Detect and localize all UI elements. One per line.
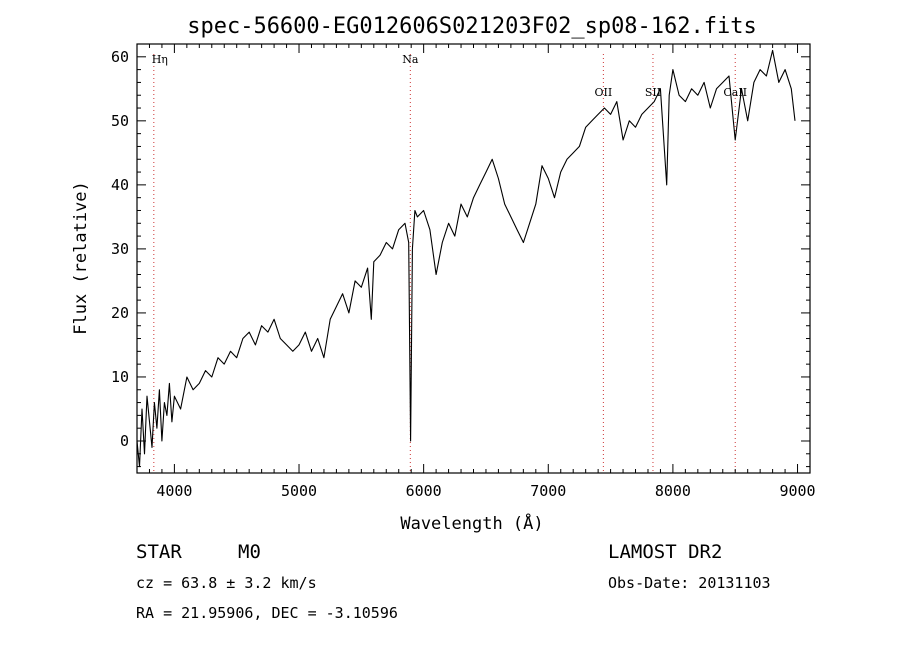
chart-title: spec-56600-EG012606S021203F02_sp08-162.f…: [187, 14, 757, 39]
y-tick-label: 10: [111, 368, 129, 386]
y-tick-label: 50: [111, 112, 129, 130]
y-tick-label: 0: [120, 432, 129, 450]
x-tick-label: 5000: [281, 482, 317, 500]
y-tick-label: 20: [111, 304, 129, 322]
y-axis-label: Flux (relative): [71, 181, 91, 335]
y-tick-label: 40: [111, 176, 129, 194]
x-axis: 4000 5000 6000 7000 8000 9000: [148, 44, 816, 500]
spectral-line-label: OII: [595, 86, 613, 99]
object-subclass: M0: [238, 541, 261, 563]
spectrum-series-line: [136, 49, 796, 468]
spectrum-line: [136, 49, 796, 468]
spectral-line-label: Hη: [152, 53, 168, 66]
redshift-text: cz = 63.8 ± 3.2 km/s: [136, 574, 317, 592]
coordinates-text: RA = 21.95906, DEC = -3.10596: [136, 604, 398, 622]
spectral-line-label: Na: [402, 53, 419, 66]
y-tick-label: 60: [111, 48, 129, 66]
spectrum-chart: spec-56600-EG012606S021203F02_sp08-162.f…: [71, 14, 816, 534]
plot-frame: [136, 43, 811, 474]
x-tick-label: 9000: [779, 482, 815, 500]
x-tick-label: 4000: [156, 482, 192, 500]
obs-date-text: Obs-Date: 20131103: [608, 574, 771, 592]
x-tick-label: 6000: [406, 482, 442, 500]
survey-name: LAMOST DR2: [608, 541, 723, 563]
object-class: STAR: [136, 541, 182, 563]
y-axis: 0 10 20 30 40 50 60: [111, 43, 810, 468]
x-axis-label: Wavelength (Å): [400, 512, 543, 534]
x-tick-label: 8000: [655, 482, 691, 500]
y-tick-label: 30: [111, 240, 129, 258]
x-tick-label: 7000: [530, 482, 566, 500]
